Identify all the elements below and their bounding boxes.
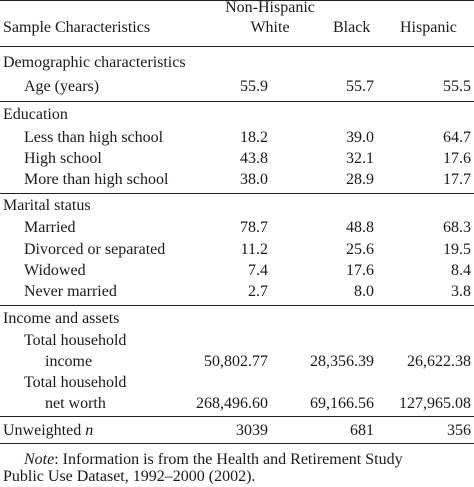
bottom-rule <box>0 443 474 444</box>
row-age-white: 55.9 <box>240 78 268 95</box>
table-note-line2: Public Use Dataset, 1992–2000 (2002). <box>0 467 474 487</box>
row-n-black: 681 <box>350 422 374 439</box>
row-never-black: 8.0 <box>354 283 374 300</box>
note-label: Note <box>24 451 55 468</box>
row-never-hispanic: 3.8 <box>451 283 471 300</box>
divider-3 <box>0 305 474 306</box>
note-text-line2: Public Use Dataset, 1992–2000 (2002). <box>3 468 256 485</box>
section-education: Education <box>3 106 68 123</box>
row-income-label-line1: Total household <box>24 332 127 349</box>
section-demographic: Demographic characteristics <box>3 54 186 71</box>
top-rule <box>0 0 474 1</box>
row-hs-label: High school <box>24 150 102 167</box>
row-widowed-hispanic: 8.4 <box>451 262 471 279</box>
row-more-hs-hispanic: 17.7 <box>443 171 471 188</box>
section-income: Income and assets <box>3 310 120 327</box>
row-less-hs-hispanic: 64.7 <box>443 129 471 146</box>
row-more-hs-black: 28.9 <box>346 171 374 188</box>
note-text-line1: : Information is from the Health and Ret… <box>54 451 403 468</box>
row-n-white: 3039 <box>236 422 268 439</box>
row-networth-hispanic: 127,965.08 <box>399 395 471 412</box>
header-hispanic: Hispanic <box>400 19 457 36</box>
row-networth-white: 268,496.60 <box>196 395 268 412</box>
header-rule <box>0 46 474 47</box>
divider-1 <box>0 101 474 102</box>
row-married-label: Married <box>24 219 76 236</box>
row-income-label-line2: income <box>45 353 93 370</box>
row-less-hs-black: 39.0 <box>346 129 374 146</box>
row-n-label-text: Unweighted <box>3 422 82 439</box>
row-hs-hispanic: 17.6 <box>443 150 471 167</box>
divider-4 <box>0 416 474 417</box>
row-networth-label-line2: net worth <box>45 395 106 412</box>
row-divorced-white: 11.2 <box>240 241 268 258</box>
row-never-label: Never married <box>24 283 117 300</box>
header-white-line2: White <box>250 19 290 36</box>
row-income-black: 28,356.39 <box>310 353 374 370</box>
section-marital: Marital status <box>3 197 91 214</box>
row-more-hs-label: More than high school <box>24 171 169 188</box>
row-more-hs-white: 38.0 <box>240 171 268 188</box>
row-married-hispanic: 68.3 <box>443 219 471 236</box>
row-less-hs-white: 18.2 <box>240 129 268 146</box>
row-networth-black: 69,166.56 <box>310 395 374 412</box>
header-black: Black <box>333 19 371 36</box>
row-age-label: Age (years) <box>24 78 100 95</box>
row-age-hispanic: 55.5 <box>443 78 471 95</box>
row-married-white: 78.7 <box>240 219 268 236</box>
divider-2 <box>0 193 474 194</box>
row-widowed-white: 7.4 <box>248 262 268 279</box>
row-widowed-black: 17.6 <box>346 262 374 279</box>
row-age-black: 55.7 <box>346 78 374 95</box>
row-income-hispanic: 26,622.38 <box>407 353 471 370</box>
row-divorced-hispanic: 19.5 <box>443 241 471 258</box>
row-widowed-label: Widowed <box>24 262 86 279</box>
row-n-label-n: n <box>85 422 94 439</box>
row-networth-label-line1: Total household <box>24 374 127 391</box>
row-income-white: 50,802.77 <box>204 353 268 370</box>
row-hs-black: 32.1 <box>346 150 374 167</box>
row-hs-white: 43.8 <box>240 150 268 167</box>
row-never-white: 2.7 <box>248 283 268 300</box>
row-n-hispanic: 356 <box>447 422 471 439</box>
row-less-hs-label: Less than high school <box>24 129 164 146</box>
row-n-label: Unweighted n <box>3 421 93 441</box>
row-divorced-black: 25.6 <box>346 241 374 258</box>
header-label-col: Sample Characteristics <box>3 19 151 36</box>
row-married-black: 48.8 <box>346 219 374 236</box>
table-note: Note: Information is from the Health and… <box>0 450 474 470</box>
header-white-line1: Non-Hispanic <box>225 0 315 16</box>
row-divorced-label: Divorced or separated <box>24 241 166 258</box>
